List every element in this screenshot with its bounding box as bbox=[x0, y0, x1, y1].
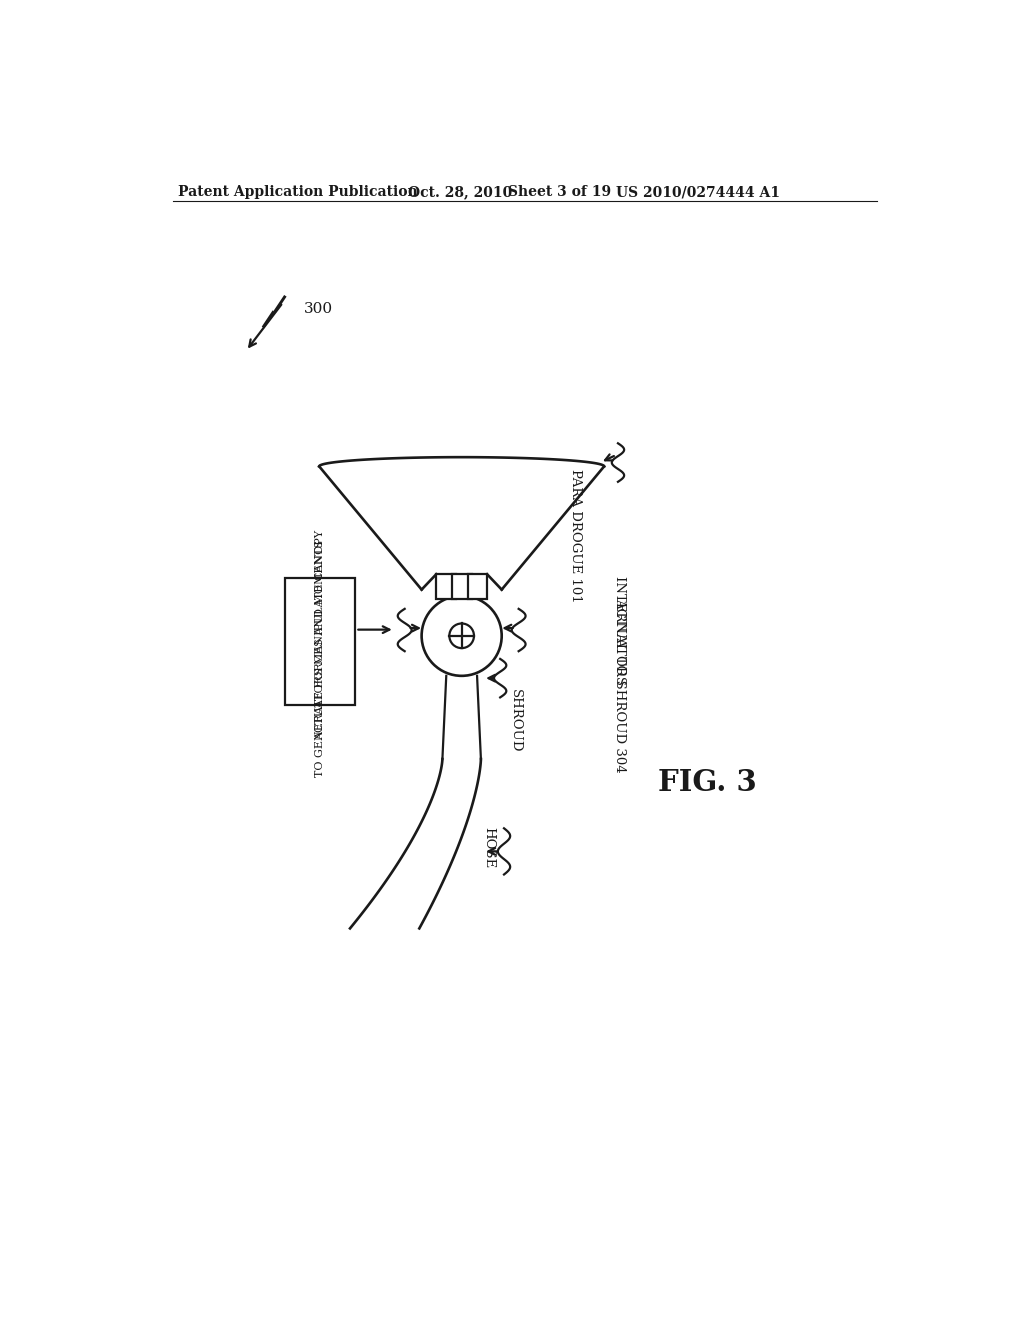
Bar bbox=[453, 574, 472, 599]
Text: Patent Application Publication: Patent Application Publication bbox=[178, 185, 418, 199]
Text: INTERNAL TO SHROUD 304: INTERNAL TO SHROUD 304 bbox=[613, 576, 626, 772]
Text: FIG. 3: FIG. 3 bbox=[658, 768, 757, 796]
Bar bbox=[285, 578, 355, 705]
Text: PARA DROGUE 101: PARA DROGUE 101 bbox=[569, 469, 582, 602]
Text: Sheet 3 of 19: Sheet 3 of 19 bbox=[508, 185, 611, 199]
Circle shape bbox=[422, 595, 502, 676]
Text: TO GENERATE FORCES AND MOMENTS: TO GENERATE FORCES AND MOMENTS bbox=[315, 540, 325, 777]
Bar bbox=[468, 574, 487, 599]
Bar bbox=[436, 574, 456, 599]
Text: HOSE: HOSE bbox=[482, 826, 496, 869]
Text: SHROUD: SHROUD bbox=[509, 689, 522, 752]
Text: Oct. 28, 2010: Oct. 28, 2010 bbox=[408, 185, 512, 199]
Text: 300: 300 bbox=[304, 301, 333, 315]
Text: ACTUATORS: ACTUATORS bbox=[613, 598, 626, 685]
Text: ACTUATORS MANIPULATE CANOPY: ACTUATORS MANIPULATE CANOPY bbox=[315, 531, 325, 741]
Text: US 2010/0274444 A1: US 2010/0274444 A1 bbox=[615, 185, 779, 199]
